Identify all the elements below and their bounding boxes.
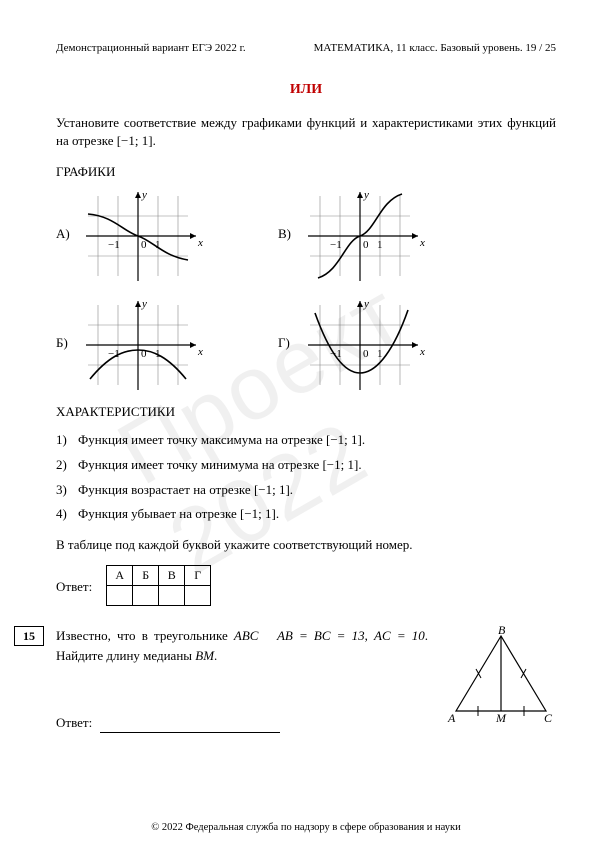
svg-text:y: y [141, 298, 147, 310]
triangle-figure: B A C M [446, 626, 556, 726]
graph-a: y x −1 0 1 [78, 186, 208, 291]
page-footer: © 2022 Федеральная служба по надзору в с… [0, 822, 612, 833]
table-header: Г [185, 566, 211, 586]
svg-text:0: 0 [141, 239, 147, 251]
svg-text:x: x [419, 346, 425, 358]
svg-text:1: 1 [377, 348, 383, 360]
header-left: Демонстрационный вариант ЕГЭ 2022 г. [56, 42, 246, 54]
svg-text:M: M [495, 711, 507, 725]
svg-text:−1: −1 [108, 239, 120, 251]
svg-text:x: x [197, 237, 203, 249]
graph-label-b: Б) [56, 295, 78, 351]
table-header: Б [133, 566, 159, 586]
graph-label-v: В) [278, 186, 300, 242]
answer-line-15: Ответ: [56, 713, 428, 733]
answer-table: А Б В Г [106, 565, 211, 606]
task-intro: Установите соответствие между графиками … [56, 114, 556, 150]
char-text: Функция возрастает на отрезке [−1; 1]. [78, 478, 293, 503]
graphs-row-2: Б) y x −1 0 1 Г) [56, 295, 556, 400]
answer-label-15: Ответ: [56, 713, 92, 733]
char-num: 3) [56, 478, 78, 503]
char-item-1: 1) Функция имеет точку максимума на отре… [56, 428, 556, 453]
char-item-4: 4) Функция убывает на отрезке [−1; 1]. [56, 502, 556, 527]
svg-text:B: B [498, 626, 506, 637]
char-text: Функция имеет точку минимума на отрезке … [78, 453, 362, 478]
graph-label-a: А) [56, 186, 78, 242]
or-separator: ИЛИ [56, 82, 556, 98]
table-instruction: В таблице под каждой буквой укажите соот… [56, 537, 556, 553]
svg-text:y: y [141, 189, 147, 201]
task-15: 15 Известно, что в треугольнике ABC AB =… [56, 626, 556, 733]
graphs-title: ГРАФИКИ [56, 164, 556, 180]
char-num: 4) [56, 502, 78, 527]
svg-text:−1: −1 [330, 239, 342, 251]
graph-g: y x −1 0 1 [300, 295, 430, 400]
char-text: Функция имеет точку максимума на отрезке… [78, 428, 365, 453]
svg-text:x: x [419, 237, 425, 249]
task-15-text: Известно, что в треугольнике ABC AB = BC… [56, 626, 428, 733]
svg-text:0: 0 [363, 239, 369, 251]
svg-text:−1: −1 [108, 348, 120, 360]
table-cell[interactable] [107, 586, 133, 606]
characteristics-title: ХАРАКТЕРИСТИКИ [56, 404, 556, 420]
graph-v: y x −1 0 1 [300, 186, 430, 291]
svg-text:1: 1 [155, 348, 161, 360]
char-item-2: 2) Функция имеет точку минимума на отрез… [56, 453, 556, 478]
graph-label-g: Г) [278, 295, 300, 351]
table-cell[interactable] [133, 586, 159, 606]
table-cell[interactable] [159, 586, 185, 606]
answer-table-row: Ответ: А Б В Г [56, 565, 556, 606]
svg-text:1: 1 [377, 239, 383, 251]
char-num: 2) [56, 453, 78, 478]
svg-text:−1: −1 [330, 348, 342, 360]
table-header: А [107, 566, 133, 586]
svg-text:0: 0 [141, 348, 147, 360]
svg-text:0: 0 [363, 348, 369, 360]
answer-label: Ответ: [56, 565, 92, 595]
svg-text:1: 1 [155, 239, 161, 251]
svg-text:y: y [363, 298, 369, 310]
table-cell[interactable] [185, 586, 211, 606]
characteristics-list: 1) Функция имеет точку максимума на отре… [56, 428, 556, 527]
table-header: В [159, 566, 185, 586]
char-num: 1) [56, 428, 78, 453]
header-right: МАТЕМАТИКА, 11 класс. Базовый уровень. 1… [314, 42, 556, 54]
char-text: Функция убывает на отрезке [−1; 1]. [78, 502, 279, 527]
svg-text:y: y [363, 189, 369, 201]
task-number-box: 15 [14, 626, 44, 646]
svg-text:A: A [447, 711, 456, 725]
graph-b: y x −1 0 1 [78, 295, 208, 400]
char-item-3: 3) Функция возрастает на отрезке [−1; 1]… [56, 478, 556, 503]
svg-text:C: C [544, 711, 553, 725]
svg-text:x: x [197, 346, 203, 358]
answer-blank[interactable] [100, 719, 280, 733]
graphs-row-1: А) y x −1 0 1 В) [56, 186, 556, 291]
page-header: Демонстрационный вариант ЕГЭ 2022 г. МАТ… [56, 42, 556, 54]
